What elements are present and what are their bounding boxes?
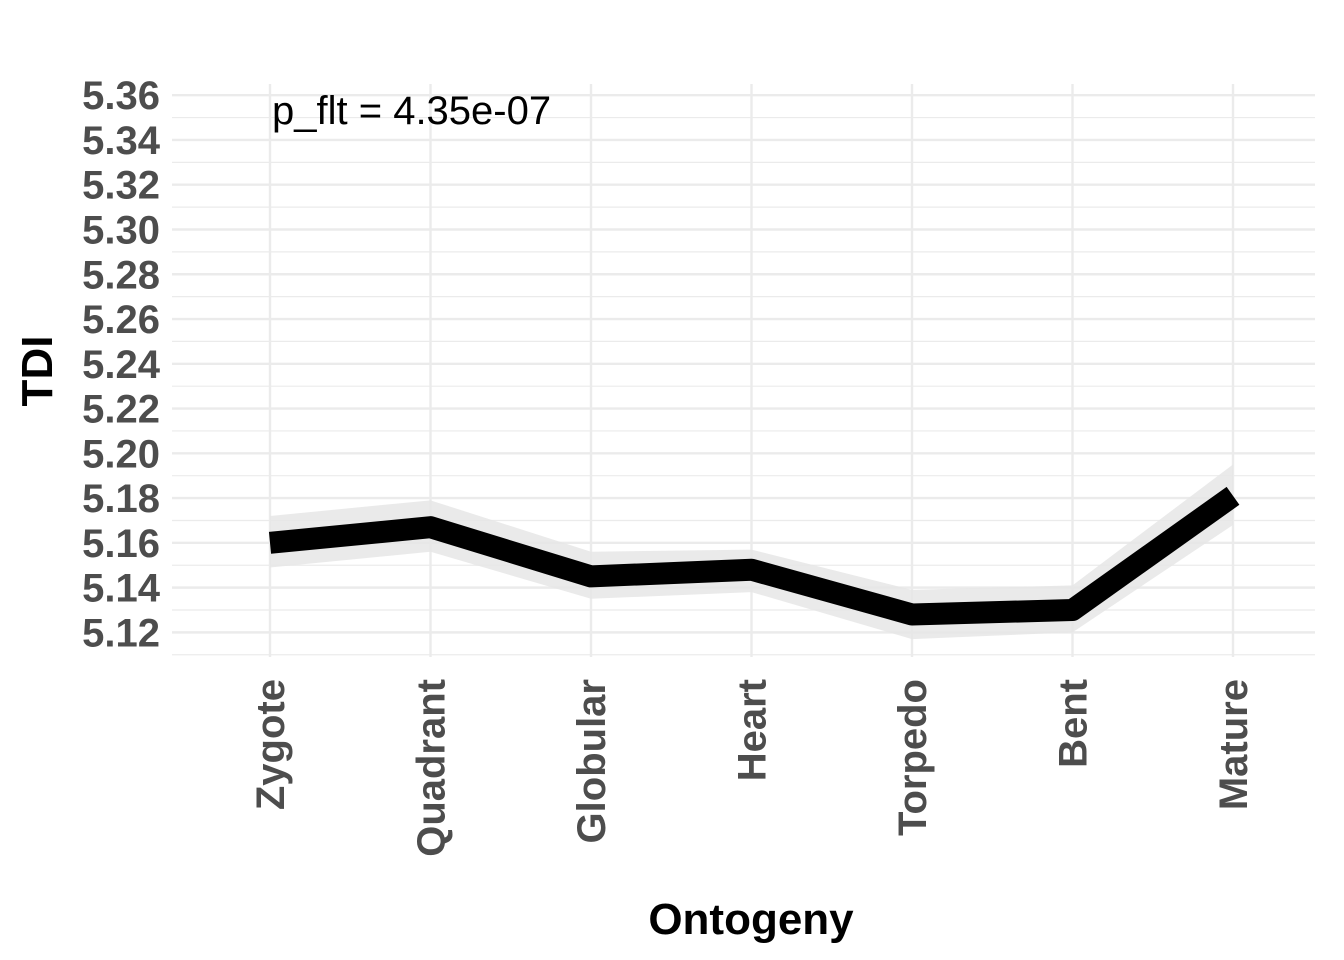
y-tick-label: 5.16 — [82, 522, 160, 566]
x-tick-label: Torpedo — [891, 679, 935, 836]
grid-minor — [172, 116, 1315, 656]
y-axis-ticks: 5.125.145.165.185.205.225.245.265.285.30… — [82, 74, 161, 655]
x-tick-label: Mature — [1212, 679, 1256, 810]
x-tick-label: Bent — [1052, 679, 1096, 768]
confidence-ribbon-layer — [270, 464, 1233, 640]
y-tick-label: 5.22 — [82, 388, 160, 432]
y-axis-title: TDI — [13, 336, 62, 407]
series-line — [268, 486, 1240, 626]
y-tick-label: 5.14 — [82, 567, 161, 611]
y-tick-label: 5.20 — [82, 432, 160, 476]
x-axis-title: Ontogeny — [648, 895, 854, 944]
p-value-annotation: p_flt = 4.35e-07 — [272, 89, 551, 133]
y-tick-label: 5.34 — [82, 119, 161, 163]
y-tick-label: 5.12 — [82, 611, 160, 655]
y-tick-label: 5.32 — [82, 164, 160, 208]
y-tick-label: 5.30 — [82, 208, 160, 252]
y-tick-label: 5.26 — [82, 298, 160, 342]
x-tick-label: Quadrant — [410, 679, 454, 857]
y-tick-label: 5.24 — [82, 343, 161, 387]
x-axis-ticks: Zygote Quadrant Globular Heart Torpedo Bent Ma… — [249, 679, 1256, 857]
series-line-layer — [268, 486, 1240, 626]
x-tick-label: Zygote — [249, 679, 293, 810]
x-tick-label: Heart — [731, 679, 775, 781]
y-tick-label: 5.18 — [82, 477, 160, 521]
confidence-ribbon — [270, 464, 1233, 640]
x-tick-label: Globular — [570, 679, 614, 843]
y-tick-label: 5.28 — [82, 253, 160, 297]
y-tick-label: 5.36 — [82, 74, 160, 118]
